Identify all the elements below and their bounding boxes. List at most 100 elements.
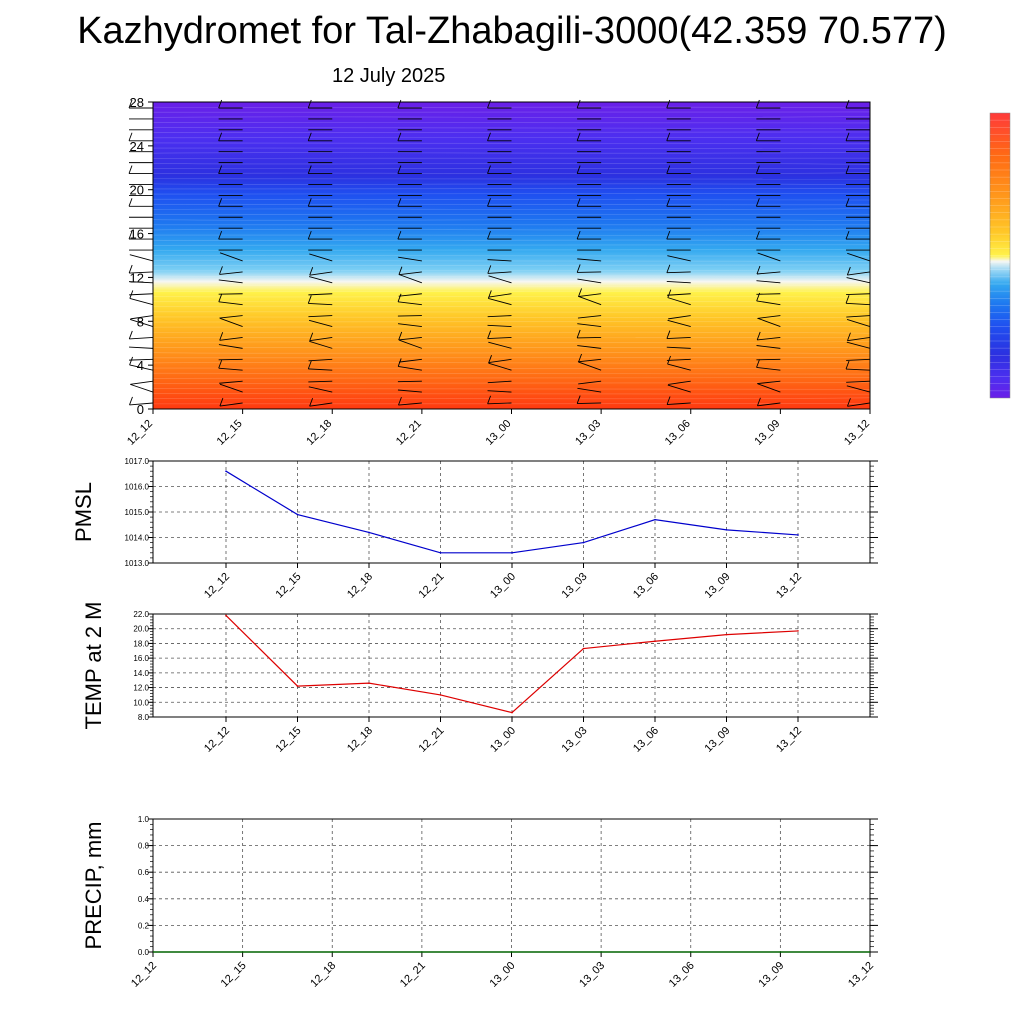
wind-barb-flag [218, 293, 223, 302]
contour-line [152, 331, 871, 334]
y-tick-label: 18.0 [133, 639, 149, 648]
wind-barb [398, 365, 422, 371]
wind-barb [218, 344, 243, 349]
wind-barb [757, 336, 781, 341]
wind-barb [846, 277, 871, 284]
wind-barb-flag [488, 355, 492, 364]
x-tick-label: 12_15 [215, 418, 245, 448]
contour-line [152, 151, 871, 154]
y-axis-label: PMSL [71, 482, 96, 542]
wind-barb [666, 281, 691, 284]
y-tick-label: 1.0 [138, 815, 150, 824]
wind-barb-flag [307, 132, 312, 141]
x-tick-label: 12_15 [274, 571, 304, 601]
contour-line [152, 361, 871, 364]
wind-barb-flag [309, 398, 314, 407]
wind-barb-flag [666, 99, 671, 109]
wind-barb [666, 271, 691, 274]
wind-barb [667, 319, 691, 327]
x-tick-label: 13_06 [631, 725, 661, 755]
wind-barb [398, 336, 422, 341]
wind-barb [129, 402, 154, 406]
x-tick-label: 12_21 [417, 571, 447, 601]
x-tick-label: 12_18 [345, 571, 375, 601]
wind-barb-flag [397, 132, 402, 141]
wind-barb-flag [755, 198, 760, 207]
wind-barb-flag [666, 230, 671, 240]
wind-barb-flag [845, 230, 850, 240]
x-tick-label: 13_09 [703, 571, 733, 601]
wind-barb-flag [307, 99, 312, 109]
wind-barb [846, 315, 871, 318]
wind-barb-flag [219, 332, 224, 341]
wind-barb [577, 345, 602, 349]
wind-barb-flag [576, 99, 581, 109]
wind-barb-flag [487, 132, 491, 141]
wind-barb [577, 323, 602, 327]
wind-barb-flag [307, 360, 312, 370]
wind-barb-flag [487, 99, 491, 109]
wind-barb-flag [487, 165, 491, 174]
contour-line [152, 208, 871, 210]
wind-barb [756, 300, 781, 306]
wind-barb [309, 336, 333, 342]
wind-barb-flag [307, 295, 312, 304]
data-point [654, 518, 656, 521]
page-title: Kazhydromet for Tal-Zhabagili-3000(42.35… [77, 10, 947, 52]
data-point [511, 711, 513, 714]
x-tick-label: 12_21 [417, 725, 447, 755]
wind-barb [398, 293, 422, 297]
data-point [439, 694, 442, 696]
wind-barb [668, 315, 691, 320]
x-tick-label: 13_09 [756, 960, 786, 990]
wind-barb-flag [578, 288, 582, 297]
data-point [725, 633, 728, 636]
wind-barb [577, 387, 602, 393]
wind-barb [757, 317, 781, 327]
y-tick-label: 22.0 [133, 610, 149, 619]
wind-barb [308, 303, 333, 306]
wind-barb [846, 380, 871, 383]
wind-barb [219, 271, 243, 275]
wind-barb [308, 358, 333, 362]
wind-barb [219, 402, 243, 407]
wind-barb-flag [309, 332, 314, 341]
wind-barb [756, 366, 781, 371]
data-point [725, 529, 728, 531]
wind-barb [397, 389, 422, 393]
wind-barb-flag [397, 293, 402, 302]
wind-barb-flag [578, 353, 582, 363]
contour-line [152, 275, 871, 278]
precip-panel: 0.0 0.2 0.4 0.6 0.8 1.0 12_12 12_15 12_18 12_21 13… [81, 815, 878, 990]
wind-barb-flag [487, 265, 492, 274]
contour-line [152, 116, 871, 118]
wind-barb [487, 390, 512, 393]
wind-barb [847, 402, 871, 407]
wind-barb [578, 380, 602, 385]
wind-barb [577, 402, 602, 404]
wind-barb-flag [755, 99, 760, 109]
wind-barb-flag [307, 165, 312, 174]
x-tick-label: 13_06 [631, 571, 661, 601]
wind-barb-flag [845, 295, 850, 304]
wind-barb [577, 358, 602, 363]
y-tick-label: 14.0 [133, 669, 149, 678]
wind-barb-flag [309, 267, 314, 276]
x-tick-label: 13_12 [774, 725, 804, 755]
wind-barb [218, 358, 243, 361]
wind-barb-flag [219, 266, 223, 275]
wind-barb [487, 324, 512, 327]
wind-barb [577, 315, 602, 319]
wind-barb [398, 256, 422, 262]
wind-barb [488, 358, 512, 364]
wind-barb [667, 363, 691, 371]
wind-barb [577, 278, 602, 284]
y-tick-label: 0.8 [138, 842, 150, 851]
wind-barb-flag [397, 165, 402, 174]
date-label: 12 July 2025 [332, 65, 446, 87]
x-tick-label: 13_03 [573, 418, 603, 448]
wind-barb-flag [666, 165, 671, 174]
wind-barb-flag [576, 329, 581, 339]
contour-line [152, 305, 871, 308]
y-tick-label: 10.0 [133, 698, 149, 707]
